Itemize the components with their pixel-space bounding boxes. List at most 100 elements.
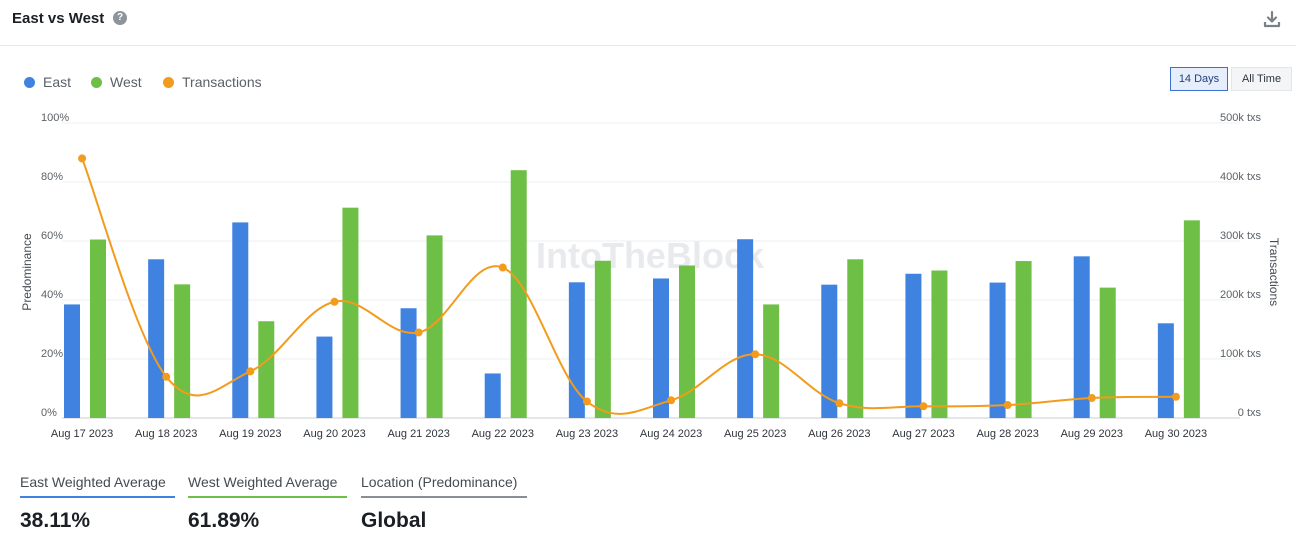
- transactions-point-10[interactable]: [835, 399, 844, 408]
- transactions-point-4[interactable]: [330, 297, 339, 306]
- bar-east-1[interactable]: [64, 304, 80, 418]
- stat-value: Global: [361, 509, 427, 532]
- stat-underline: [188, 496, 347, 498]
- transactions-point-1[interactable]: [78, 154, 87, 163]
- legend-item-transactions[interactable]: Transactions: [163, 72, 262, 92]
- bar-east-10[interactable]: [821, 284, 838, 418]
- bar-east-4[interactable]: [316, 336, 333, 418]
- stat-underline: [361, 496, 527, 498]
- bar-west-9[interactable]: [763, 304, 780, 418]
- transactions-point-8[interactable]: [667, 396, 676, 405]
- bar-west-12[interactable]: [1015, 261, 1032, 418]
- stat-label: East Weighted Average: [20, 474, 166, 490]
- stat-underline: [20, 496, 175, 498]
- range-button-14-days[interactable]: 14 Days: [1170, 67, 1228, 91]
- x-tick-label: Aug 27 2023: [892, 428, 954, 440]
- bar-west-4[interactable]: [342, 207, 359, 418]
- y-right-tick-label: 200k txs: [1220, 289, 1261, 301]
- bar-west-14[interactable]: [1183, 220, 1200, 418]
- stat-west-weighted-average: West Weighted Average 61.89%: [188, 474, 347, 533]
- transactions-point-7[interactable]: [582, 397, 591, 406]
- chart-title: East vs West: [12, 10, 105, 27]
- axes: Predominance Transactions 0% 20% 40% 60% 80%…: [20, 112, 1281, 440]
- x-tick-label: Aug 26 2023: [808, 428, 870, 440]
- transactions-point-5[interactable]: [414, 328, 423, 337]
- bar-west-6[interactable]: [510, 170, 527, 418]
- bar-east-9[interactable]: [737, 239, 754, 418]
- y-left-tick-label: 20%: [41, 348, 63, 360]
- range-button-all-time[interactable]: All Time: [1231, 67, 1292, 91]
- bar-east-12[interactable]: [989, 282, 1006, 418]
- legend-label-west: West: [110, 74, 142, 90]
- bar-east-6[interactable]: [484, 373, 501, 418]
- x-tick-label: Aug 20 2023: [303, 428, 365, 440]
- y-right-tick-label: 100k txs: [1220, 348, 1261, 360]
- bar-west-7[interactable]: [594, 260, 611, 418]
- question-circle-icon[interactable]: ?: [113, 11, 127, 25]
- legend-item-east[interactable]: East: [24, 72, 71, 92]
- x-tick-label: Aug 23 2023: [556, 428, 618, 440]
- y-right-tick-label: 500k txs: [1220, 112, 1261, 124]
- x-tick-label: Aug 25 2023: [724, 428, 786, 440]
- legend-item-west[interactable]: West: [91, 72, 142, 92]
- bar-west-2[interactable]: [174, 284, 191, 418]
- transactions-point-13[interactable]: [1087, 393, 1096, 402]
- bar-east-13[interactable]: [1073, 256, 1090, 418]
- bar-west-8[interactable]: [679, 265, 695, 418]
- x-tick-label: Aug 28 2023: [976, 428, 1038, 440]
- bar-west-3[interactable]: [258, 321, 275, 418]
- watermark: IntoTheBlock: [536, 235, 765, 276]
- transactions-point-2[interactable]: [162, 372, 171, 381]
- bar-west-5[interactable]: [426, 235, 443, 418]
- bar-east-2[interactable]: [148, 259, 165, 418]
- chart-header: East vs West ?: [0, 0, 1296, 46]
- y-left-tick-label: 100%: [41, 112, 69, 124]
- stat-label: West Weighted Average: [188, 474, 338, 490]
- x-tick-label: Aug 24 2023: [640, 428, 702, 440]
- bar-west-11[interactable]: [931, 270, 948, 419]
- bar-east-5[interactable]: [400, 308, 417, 418]
- legend-label-east: East: [43, 74, 72, 90]
- y-left-tick-label: 0%: [41, 407, 57, 419]
- legend-dot-west: [91, 76, 102, 88]
- stat-value: 61.89%: [188, 509, 260, 532]
- x-tick-label: Aug 22 2023: [472, 428, 534, 440]
- legend-dot-transactions: [163, 76, 174, 88]
- transactions-point-14[interactable]: [1171, 392, 1180, 401]
- stat-location-predominance: Location (Predominance) Global: [361, 474, 527, 533]
- download-icon[interactable]: [1262, 9, 1282, 29]
- stat-east-weighted-average: East Weighted Average 38.11%: [20, 474, 175, 533]
- bar-east-3[interactable]: [232, 222, 249, 418]
- y-right-axis-title: Transactions: [1267, 238, 1281, 306]
- transactions-point-9[interactable]: [751, 350, 760, 359]
- transactions-point-12[interactable]: [1003, 401, 1012, 410]
- y-right-tick-label: 300k txs: [1220, 230, 1261, 242]
- bar-east-8[interactable]: [653, 278, 669, 418]
- transactions-line: [78, 154, 1180, 415]
- y-left-tick-label: 80%: [41, 171, 63, 183]
- bar-east-11[interactable]: [905, 273, 922, 418]
- stat-value: 38.11%: [20, 509, 91, 532]
- legend-dot-east: [24, 76, 35, 88]
- x-tick-label: Aug 30 2023: [1145, 428, 1207, 440]
- x-tick-label: Aug 17 2023: [51, 428, 113, 440]
- east-vs-west-chart: IntoTheBlock Predominance Transactions 0…: [20, 112, 1281, 440]
- bars: [64, 170, 1200, 418]
- y-left-axis-title: Predominance: [20, 233, 34, 311]
- x-tick-label: Aug 21 2023: [387, 428, 449, 440]
- x-tick-label: Aug 19 2023: [219, 428, 281, 440]
- transactions-point-3[interactable]: [246, 367, 255, 376]
- bar-west-1[interactable]: [90, 239, 106, 418]
- transactions-point-11[interactable]: [919, 402, 928, 411]
- y-left-tick-label: 60%: [41, 230, 63, 242]
- x-tick-label: Aug 18 2023: [135, 428, 197, 440]
- transactions-point-6[interactable]: [498, 263, 507, 272]
- legend-label-transactions: Transactions: [182, 74, 262, 90]
- y-left-tick-label: 40%: [41, 289, 63, 301]
- bar-east-14[interactable]: [1157, 323, 1174, 418]
- y-right-tick-label: 400k txs: [1220, 171, 1261, 183]
- bar-west-13[interactable]: [1099, 287, 1116, 418]
- y-right-tick-label: 0 txs: [1238, 407, 1262, 419]
- x-tick-label: Aug 29 2023: [1061, 428, 1123, 440]
- bar-west-10[interactable]: [847, 259, 864, 418]
